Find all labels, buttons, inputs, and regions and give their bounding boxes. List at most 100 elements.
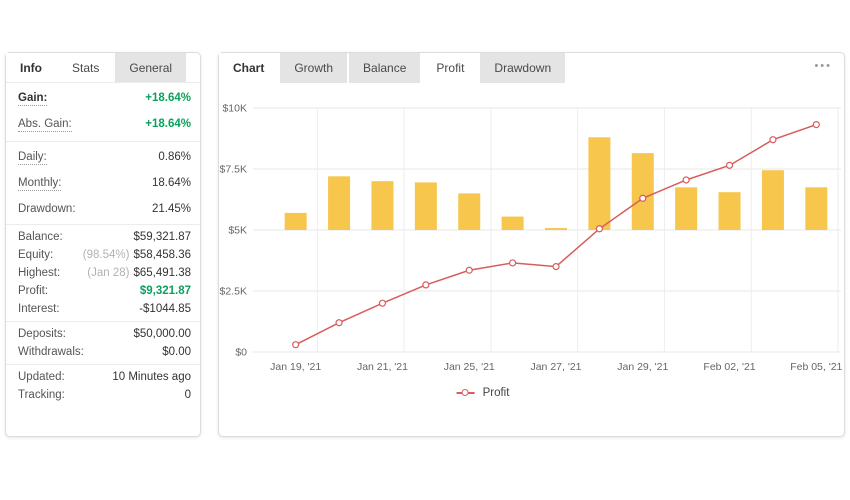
tab-chart[interactable]: Chart — [219, 53, 279, 83]
profit-bar[interactable] — [718, 192, 741, 230]
tab-balance[interactable]: Balance — [349, 53, 421, 83]
stat-value: $59,321.87 — [133, 231, 191, 243]
profit-chart-svg: $0 $2.5K $5K $7.5K $10K Jan 19, '21 Jan 21, '2… — [220, 103, 843, 374]
stat-label[interactable]: Abs. Gain: — [18, 118, 72, 132]
tab-profit[interactable]: Profit — [422, 53, 479, 83]
line-marker[interactable] — [465, 266, 473, 274]
stat-value-main: $58,458.36 — [133, 249, 191, 261]
profit-chart: $0 $2.5K $5K $7.5K $10K Jan 19, '21 Jan 21, '2… — [219, 83, 846, 438]
x-tick-label: Jan 29, '21 — [617, 361, 668, 373]
stat-value: +18.64% — [145, 92, 191, 104]
stats-section: Daily: 0.86% Monthly: 18.64% Drawdown: 21.45% — [6, 142, 200, 225]
profit-bar[interactable] — [588, 137, 611, 230]
stat-row: Highest: (Jan 28) $65,491.38 — [6, 264, 200, 282]
stat-row: Updated: 10 Minutes ago — [6, 368, 200, 386]
line-marker[interactable] — [292, 341, 300, 349]
x-tick-label: Jan 19, '21 — [270, 361, 321, 373]
stat-value: 0 — [184, 389, 191, 401]
profit-bar[interactable] — [631, 153, 654, 230]
chart-legend[interactable]: Profit — [456, 387, 509, 399]
stat-row: Withdrawals: $0.00 — [6, 343, 200, 361]
stat-row: Drawdown: 21.45% — [6, 197, 200, 221]
stat-value-prefix: (Jan 28) — [87, 267, 130, 279]
y-tick-label: $5K — [228, 225, 247, 237]
ellipsis-icon[interactable] — [814, 57, 832, 75]
stats-section: Balance: $59,321.87 Equity: (98.54%) $58,458… — [6, 225, 200, 322]
stat-row: Monthly: 18.64% — [6, 171, 200, 197]
stat-row: Equity: (98.54%) $58,458.36 — [6, 246, 200, 264]
stat-value: (Jan 28) $65,491.38 — [87, 267, 191, 279]
line-marker[interactable] — [682, 176, 690, 184]
line-marker[interactable] — [769, 136, 777, 144]
stat-value: $0.00 — [162, 346, 191, 358]
stat-label: Interest: — [18, 303, 60, 315]
x-tick-label: Jan 27, '21 — [530, 361, 581, 373]
profit-bar[interactable] — [805, 187, 828, 230]
stat-label[interactable]: Daily: — [18, 151, 47, 165]
profit-bar[interactable] — [545, 228, 567, 230]
stat-value: +18.64% — [145, 118, 191, 130]
profit-line — [295, 123, 817, 346]
stat-row: Interest: -$1044.85 — [6, 300, 200, 318]
stat-value: $9,321.87 — [139, 285, 191, 297]
profit-bar[interactable] — [414, 182, 437, 230]
stat-value: 21.45% — [151, 203, 191, 215]
stats-section: Updated: 10 Minutes ago Tracking: 0 — [6, 365, 200, 407]
stat-value: $50,000.00 — [133, 328, 191, 340]
tab-info[interactable]: Info — [6, 53, 56, 82]
tab-growth[interactable]: Growth — [280, 53, 348, 83]
profit-bar[interactable] — [371, 181, 394, 230]
profit-bar[interactable] — [284, 212, 307, 230]
y-tick-label: $7.5K — [220, 164, 247, 176]
stat-row: Gain: +18.64% — [6, 86, 200, 112]
stats-section: Deposits: $50,000.00 Withdrawals: $0.00 — [6, 322, 200, 365]
x-tick-label: Feb 05, '21 — [790, 361, 842, 373]
line-marker[interactable] — [552, 263, 560, 271]
x-tick-label: Jan 21, '21 — [357, 361, 408, 373]
stat-value: -$1044.85 — [139, 303, 191, 315]
tab-general[interactable]: General — [115, 53, 187, 82]
stat-row: Deposits: $50,000.00 — [6, 325, 200, 343]
stat-row: Tracking: 0 — [6, 386, 200, 404]
stat-value-main: $65,491.38 — [133, 267, 191, 279]
legend-line-marker-icon — [456, 389, 475, 396]
line-marker[interactable] — [812, 120, 820, 129]
stat-value: 0.86% — [158, 151, 191, 163]
tab-drawdown[interactable]: Drawdown — [480, 53, 566, 83]
chart-panel-tab-bar: Chart Growth Balance Profit Drawdown — [219, 53, 844, 83]
line-marker[interactable] — [639, 194, 647, 202]
stat-row: Profit: $9,321.87 — [6, 282, 200, 300]
info-stats-card: Info Stats General Gain: +18.64% Abs. Gain: +… — [5, 52, 201, 437]
profit-bar[interactable] — [458, 193, 481, 230]
stat-label: Profit: — [18, 285, 49, 297]
stat-label: Deposits: — [18, 328, 66, 340]
chart-panel-tabs: Chart Growth Balance Profit Drawdown — [219, 53, 567, 83]
profit-bar[interactable] — [761, 170, 784, 230]
line-marker[interactable] — [422, 281, 430, 289]
line-marker[interactable] — [595, 225, 603, 233]
tab-stats[interactable]: Stats — [58, 53, 114, 82]
line-marker[interactable] — [725, 161, 734, 169]
line-marker[interactable] — [509, 259, 517, 267]
stat-label: Updated: — [18, 371, 65, 383]
stat-value: 18.64% — [151, 177, 191, 189]
y-tick-label: $0 — [235, 347, 247, 359]
stat-label: Highest: — [18, 267, 61, 279]
y-tick-label: $2.5K — [220, 286, 247, 298]
stat-label[interactable]: Monthly: — [18, 177, 62, 191]
stats-list: Gain: +18.64% Abs. Gain: +18.64% Daily: 0.86%… — [6, 83, 200, 407]
profit-bar[interactable] — [675, 187, 698, 230]
line-marker[interactable] — [335, 319, 343, 327]
stat-label: Balance: — [18, 231, 63, 243]
stat-label[interactable]: Gain: — [18, 92, 48, 106]
stat-value: (98.54%) $58,458.36 — [83, 249, 191, 261]
stat-row: Daily: 0.86% — [6, 145, 200, 171]
line-marker[interactable] — [378, 299, 387, 307]
info-panel-tab-bar: Info Stats General — [6, 53, 200, 83]
stats-section: Gain: +18.64% Abs. Gain: +18.64% — [6, 83, 200, 142]
profit-bar[interactable] — [328, 176, 351, 230]
profit-bar[interactable] — [501, 216, 524, 230]
stat-row: Balance: $59,321.87 — [6, 228, 200, 246]
x-tick-label: Feb 02, '21 — [703, 361, 755, 373]
